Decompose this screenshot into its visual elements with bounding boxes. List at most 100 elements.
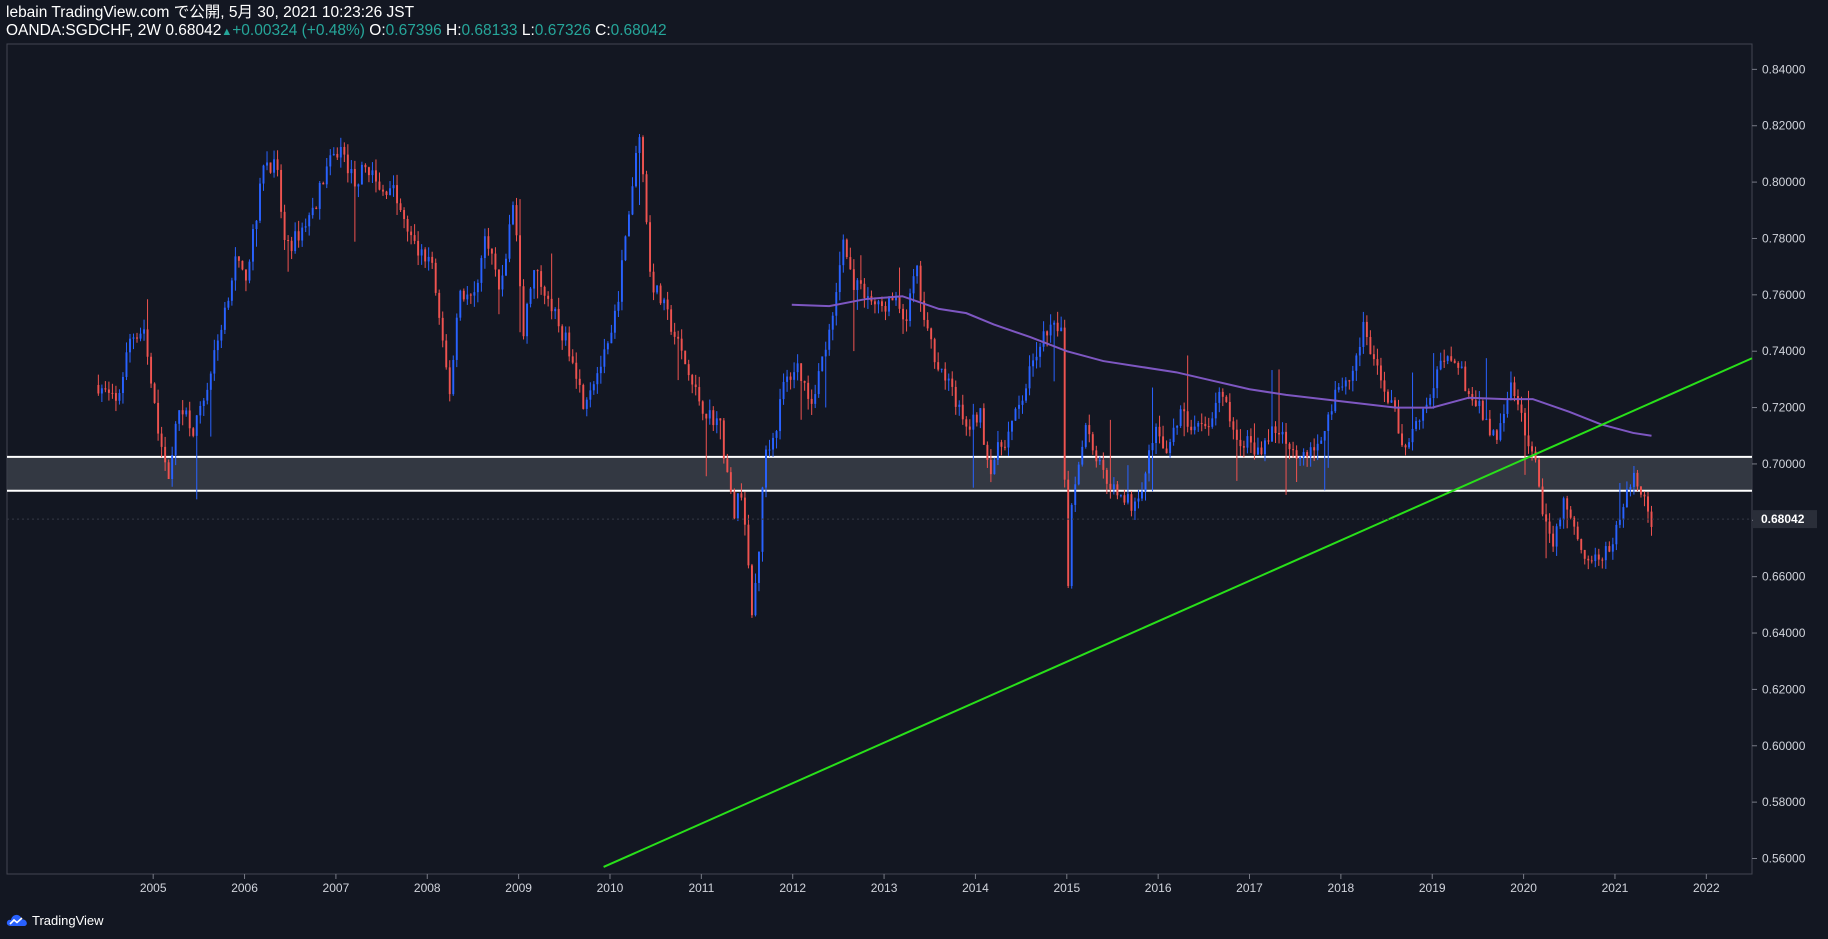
candle-body	[202, 400, 205, 406]
candle-body	[269, 162, 272, 173]
candle-body	[1316, 443, 1319, 451]
time-axis[interactable]: 2005 2006 2007 2008 2009 2010 2011 2012 2013 2014…	[140, 874, 1720, 895]
candle-body	[1271, 426, 1273, 442]
candle-body	[645, 174, 648, 223]
candle-body	[1608, 546, 1611, 552]
candle-body	[1386, 391, 1389, 403]
candle-body	[178, 410, 181, 424]
candle-body	[810, 398, 813, 404]
candle-body	[1450, 356, 1453, 361]
candle-body	[185, 410, 188, 415]
candle-body	[1214, 402, 1217, 419]
candle-body	[1011, 420, 1013, 432]
candle-body	[501, 275, 504, 290]
candle-body	[919, 265, 922, 301]
candle-body	[561, 326, 564, 341]
candle-body	[1583, 549, 1586, 559]
candle-body	[360, 164, 363, 185]
candle-body	[543, 286, 546, 296]
candle-body	[1394, 400, 1396, 409]
candle-body	[136, 337, 138, 339]
candle-body	[1404, 445, 1407, 448]
candle-body	[252, 229, 254, 262]
candle-body	[578, 378, 581, 385]
support-zone[interactable]	[7, 456, 1752, 491]
y-tick-label: 0.60000	[1762, 739, 1806, 753]
candle-body	[1200, 422, 1203, 424]
candle-body	[996, 442, 999, 460]
candle-body	[852, 269, 855, 290]
candle-body	[1067, 479, 1070, 586]
candle-body	[1467, 391, 1470, 394]
candle-body	[965, 419, 968, 427]
x-tick-label: 2008	[414, 881, 441, 895]
candle-body	[1056, 322, 1059, 332]
candle-body	[888, 297, 890, 312]
candle-body	[849, 257, 852, 270]
trendline[interactable]	[603, 357, 1753, 868]
candle-body	[410, 231, 413, 236]
candle-body	[1172, 427, 1175, 443]
candle-body	[392, 185, 395, 189]
candle-body	[452, 359, 455, 395]
candle-body	[466, 294, 469, 300]
candle-body	[1531, 446, 1533, 452]
candle-body	[1204, 423, 1207, 427]
candle-body	[1105, 469, 1108, 484]
candle-body	[909, 293, 912, 322]
candle-body	[1594, 554, 1597, 562]
candle-body	[940, 368, 943, 370]
candle-body	[526, 303, 529, 337]
price-axis[interactable]: 0.56000 0.58000 0.60000 0.62000 0.64000 0.660…	[7, 62, 1817, 865]
candle-body	[1460, 366, 1463, 368]
candle-body	[1091, 434, 1094, 451]
candle-body	[958, 404, 961, 407]
candle-body	[1288, 443, 1291, 450]
candle-body	[817, 371, 820, 395]
candle-body	[1372, 354, 1375, 360]
candle-body	[441, 317, 444, 341]
candle-body	[666, 299, 669, 310]
candle-body	[519, 235, 521, 287]
candle-body	[1509, 382, 1512, 401]
candle-body	[1084, 425, 1087, 447]
candle-body	[1186, 411, 1189, 427]
candle-body	[223, 307, 226, 330]
candle-body	[627, 214, 630, 237]
candle-body	[617, 301, 620, 311]
footer-brand[interactable]: TradingView	[6, 910, 104, 930]
candle-body	[385, 191, 388, 195]
candle-body	[237, 256, 240, 261]
candle-body	[736, 493, 739, 519]
candle-body	[259, 183, 261, 221]
candle-body	[550, 298, 553, 312]
candle-body	[1569, 509, 1572, 518]
candle-body	[1309, 447, 1312, 457]
candle-body	[448, 367, 451, 395]
candle-body	[1513, 382, 1516, 397]
symbol-info[interactable]: OANDA:SGDCHF, 2W 0.68042	[6, 22, 222, 39]
candle-body	[786, 376, 789, 382]
candle-body	[1074, 484, 1077, 505]
candle-body	[1506, 400, 1509, 414]
candle-body	[873, 301, 876, 305]
candle-body	[726, 458, 729, 473]
moving-average-line[interactable]	[791, 295, 1652, 437]
candle-body	[624, 236, 627, 261]
low-value: 0.67326	[534, 22, 591, 39]
candle-body	[487, 236, 490, 249]
candle-body	[1439, 360, 1442, 370]
candle-body	[571, 356, 574, 363]
candle-body	[399, 203, 402, 211]
candle-body	[1348, 380, 1351, 382]
candle-body	[1604, 546, 1607, 561]
candle-body	[283, 211, 286, 241]
x-tick-label: 2007	[323, 881, 350, 895]
candle-body	[821, 356, 824, 372]
x-tick-label: 2019	[1419, 881, 1446, 895]
candle-body	[1590, 560, 1593, 562]
candle-body	[1534, 451, 1537, 460]
candle-body	[364, 164, 367, 168]
candle-body	[694, 384, 697, 388]
